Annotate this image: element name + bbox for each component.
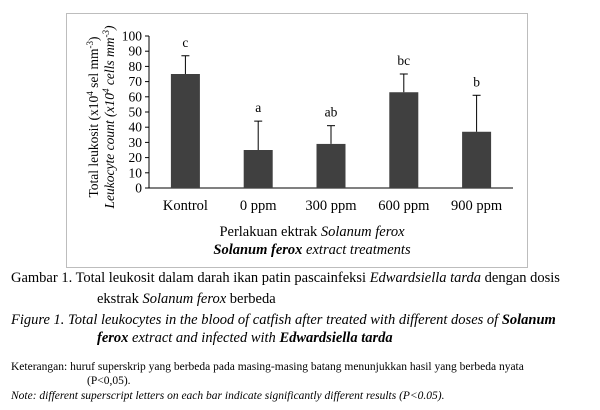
y-tick-label: 90 (129, 44, 143, 59)
y-tick-label: 70 (129, 74, 143, 89)
caption-indonesian-line2: ekstrak Solanum ferox berbeda (97, 291, 276, 307)
note-indonesian-line1: Keterangan: huruf superskrip yang berbed… (11, 361, 524, 373)
note-english: Note: different superscript letters on e… (11, 390, 445, 402)
bar-2 (243, 150, 273, 188)
x-axis-title-en: Solanum ferox extract treatments (213, 242, 411, 258)
significance-letter-5: b (473, 74, 480, 89)
y-tick-label: 40 (129, 120, 143, 135)
y-tick-label: 60 (129, 89, 143, 104)
y-tick-label: 10 (129, 165, 143, 180)
significance-letter-2: a (255, 100, 261, 115)
x-tick-label-4: 600 ppm (378, 198, 430, 214)
bar-5 (462, 131, 492, 188)
caption-indonesian-line1: Gambar 1. Total leukosit dalam darah ika… (11, 270, 560, 286)
significance-letter-1: c (182, 35, 188, 50)
y-tick-label: 30 (129, 135, 143, 150)
caption-english-line2: ferox extract and infected with Edwardsi… (97, 330, 393, 346)
bar-3 (316, 143, 346, 188)
y-axis-title-id: Total leukosit (x104 sel mm-3) (85, 36, 101, 197)
bar-1 (170, 74, 200, 188)
x-tick-label-5: 900 ppm (451, 198, 503, 214)
y-axis-title-en: Leukocyte count (x104 cells mm-3) (101, 25, 117, 209)
chart-frame: 0 10 20 30 40 50 60 70 80 90 100 c Kontrol a 0 ppm ab 30… (66, 13, 528, 268)
y-tick-label: 50 (129, 105, 143, 120)
x-tick-label-1: Kontrol (163, 198, 208, 214)
bar-4 (389, 92, 419, 188)
significance-letter-3: ab (325, 105, 338, 120)
y-tick-label: 20 (129, 150, 143, 165)
y-tick-label: 100 (122, 29, 143, 44)
significance-letter-4: bc (397, 53, 410, 68)
note-indonesian-line2: (P<0,05). (87, 375, 131, 387)
x-tick-label-3: 300 ppm (305, 198, 357, 214)
x-axis-title-id: Perlakuan ektrak Solanum ferox (219, 224, 405, 240)
y-tick-label: 0 (135, 181, 142, 196)
y-tick-label: 80 (129, 59, 143, 74)
x-tick-label-2: 0 ppm (240, 198, 277, 214)
caption-english-line1: Figure 1. Total leukocytes in the blood … (11, 312, 556, 328)
